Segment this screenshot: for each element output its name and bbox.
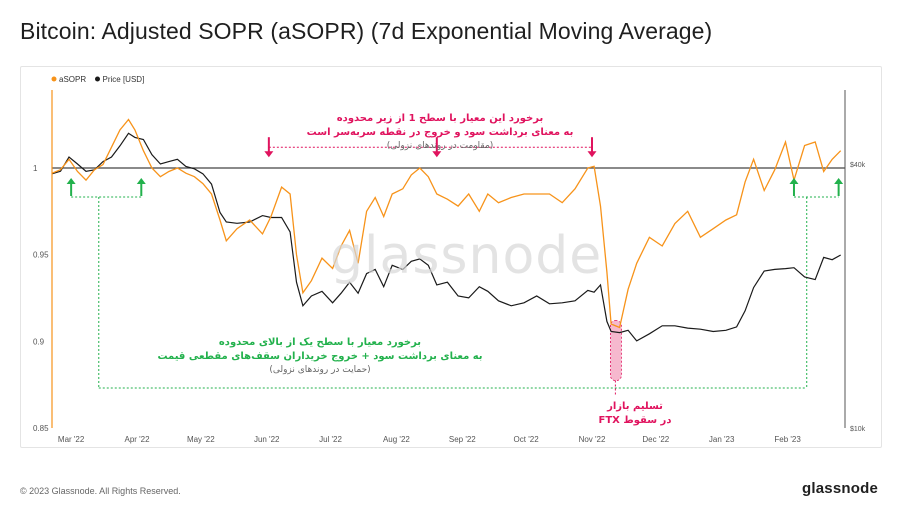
x-tick-label: Feb '23 [774, 435, 801, 444]
x-tick-label: Jul '22 [319, 435, 342, 444]
chart-svg: 0.85 0.9 0.95 1 $10k $40k Mar '22 Apr '22 May '2… [33, 75, 866, 444]
x-tick-label: Sep '22 [449, 435, 476, 444]
legend-marker [51, 76, 57, 82]
support-arrow-head [136, 178, 146, 184]
y-right-tick-label: $10k [850, 426, 866, 433]
annotation-resistance-line3: (مقاومت در روندهای نزولی) [386, 141, 494, 151]
x-tick-label: May '22 [187, 435, 215, 444]
annotation-support-line2: به معنای برداشت سود + خروج خریداران سقف‌… [157, 351, 483, 362]
x-tick-label: Mar '22 [58, 435, 85, 444]
annotation-resistance-line2: به معنای برداشت سود و خروج در نقطه سربه‌… [306, 127, 574, 138]
y-tick-label: 0.85 [33, 424, 49, 433]
y-tick-label: 1 [33, 164, 38, 173]
y-right-tick-label: $40k [850, 162, 866, 169]
watermark: glassnode [330, 226, 603, 286]
footer-logo[interactable]: glassnode [802, 480, 878, 497]
x-tick-label: Jan '23 [709, 435, 735, 444]
resistance-arrow-head [264, 151, 274, 158]
x-tick-label: Apr '22 [124, 435, 150, 444]
footer-copyright: © 2023 Glassnode. All Rights Reserved. [20, 486, 181, 496]
series-price-line [51, 132, 841, 342]
chart-frame [20, 66, 882, 448]
legend-label: Price [USD] [103, 75, 145, 84]
y-tick-label: 0.9 [33, 337, 45, 346]
resistance-arrow-head [587, 151, 597, 158]
resistance-arrow-head [432, 151, 442, 158]
x-tick-label: Dec '22 [642, 435, 669, 444]
x-tick-label: Aug '22 [383, 435, 410, 444]
annotation-resistance-line1: برخورد این معیار با سطح 1 از زیر محدوده [336, 113, 544, 124]
support-arrow-head [789, 178, 799, 184]
annotation-ftx-line2: در سقوط FTX [598, 415, 672, 426]
chart-title: Bitcoin: Adjusted SOPR (aSOPR) (7d Expon… [20, 18, 713, 44]
x-tick-label: Nov '22 [579, 435, 606, 444]
x-tick-label: Jun '22 [254, 435, 280, 444]
annotation-ftx-line1: تسلیم بازار [607, 401, 663, 412]
support-arrow-head [66, 178, 76, 184]
ftx-highlight [609, 320, 622, 381]
annotation-ftx: تسلیم بازار در سقوط FTX [580, 400, 690, 428]
series-asopr-line [51, 118, 842, 329]
legend-label: aSOPR [59, 75, 86, 84]
annotation-resistance: برخورد این معیار با سطح 1 از زیر محدوده … [290, 112, 590, 153]
annotation-support-line3: (حمایت در روندهای نزولی) [269, 365, 371, 375]
x-tick-label: Oct '22 [514, 435, 540, 444]
annotation-support: برخورد معیار با سطح یک از بالای محدوده ب… [150, 336, 490, 377]
legend-marker [95, 76, 100, 82]
support-arrow-head [834, 178, 844, 184]
y-tick-label: 0.95 [33, 251, 49, 260]
annotation-support-line1: برخورد معیار با سطح یک از بالای محدوده [218, 337, 422, 348]
